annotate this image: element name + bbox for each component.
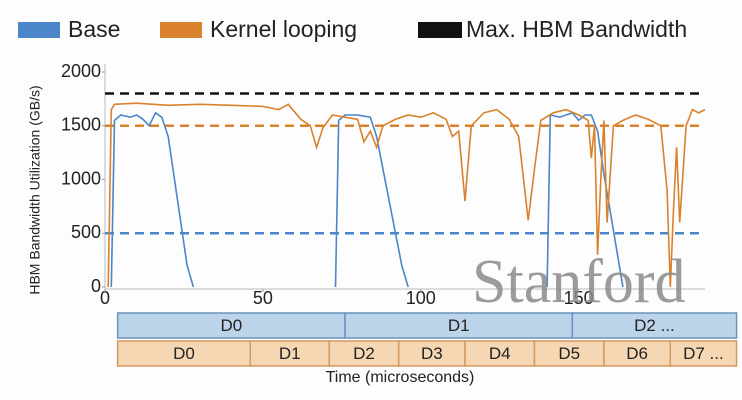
timeline-label: D1	[448, 316, 470, 335]
x-tick-label: 100	[406, 288, 436, 308]
x-axis-label: Time (microseconds)	[326, 369, 475, 386]
y-tick-label: 2000	[61, 61, 101, 81]
y-tick-label: 1500	[61, 115, 101, 135]
timeline-label: D5	[558, 344, 580, 363]
y-tick-label: 0	[91, 276, 101, 296]
legend-swatch	[418, 22, 462, 38]
series-line	[107, 102, 706, 288]
x-tick-label: 150	[564, 288, 594, 308]
legend-label: Base	[68, 16, 120, 42]
legend-swatch	[18, 22, 60, 38]
legend-label: Max. HBM Bandwidth	[466, 16, 687, 42]
y-tick-label: 1000	[61, 168, 101, 188]
x-tick-label: 50	[253, 288, 273, 308]
y-axis-label: HBM Bandwidth Utilization (GB/s)	[27, 85, 43, 294]
timeline-label: D0	[220, 316, 242, 335]
timeline-segment	[328, 340, 400, 367]
timeline-label: D4	[489, 344, 511, 363]
legend-swatch	[160, 22, 202, 38]
timeline-segment	[669, 340, 738, 367]
y-tick-label: 500	[71, 222, 101, 242]
timeline-segment	[249, 340, 330, 367]
timeline-label: D7 ...	[683, 344, 724, 363]
timeline-segment	[603, 340, 672, 367]
timeline-label: D3	[421, 344, 443, 363]
timeline-label: D0	[173, 344, 195, 363]
x-tick-label: 0	[100, 288, 110, 308]
timeline-label: D2	[353, 344, 375, 363]
timeline-segment	[533, 340, 605, 367]
timeline-label: D2 ...	[634, 316, 675, 335]
timeline-label: D6	[626, 344, 648, 363]
legend-label: Kernel looping	[210, 16, 357, 42]
timeline-segment	[571, 312, 738, 339]
watermark: Stanford	[472, 248, 686, 316]
timeline-label: D1	[279, 344, 301, 363]
timeline-segment	[116, 340, 252, 367]
